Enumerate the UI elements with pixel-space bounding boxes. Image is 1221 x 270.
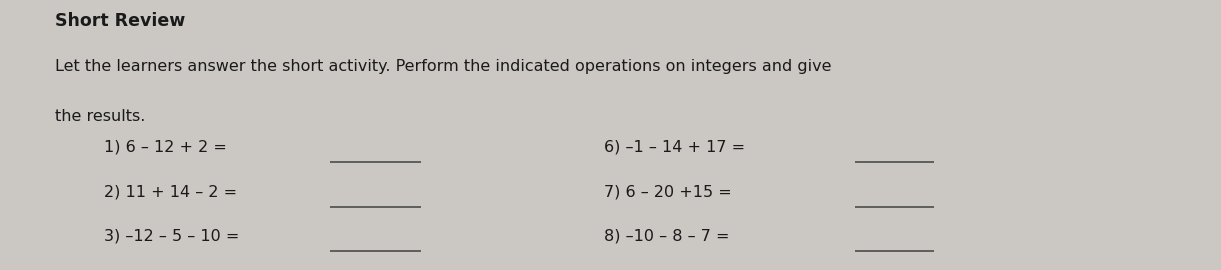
Text: the results.: the results.: [55, 109, 145, 124]
Text: 1) 6 – 12 + 2 =: 1) 6 – 12 + 2 =: [104, 140, 227, 155]
Text: 6) –1 – 14 + 17 =: 6) –1 – 14 + 17 =: [604, 140, 746, 155]
Text: Short Review: Short Review: [55, 12, 186, 30]
Text: 2) 11 + 14 – 2 =: 2) 11 + 14 – 2 =: [104, 184, 237, 199]
Text: Let the learners answer the short activity. Perform the indicated operations on : Let the learners answer the short activi…: [55, 59, 832, 75]
Text: 8) –10 – 8 – 7 =: 8) –10 – 8 – 7 =: [604, 229, 730, 244]
Text: 7) 6 – 20 +15 =: 7) 6 – 20 +15 =: [604, 184, 733, 199]
Text: 3) –12 – 5 – 10 =: 3) –12 – 5 – 10 =: [104, 229, 239, 244]
